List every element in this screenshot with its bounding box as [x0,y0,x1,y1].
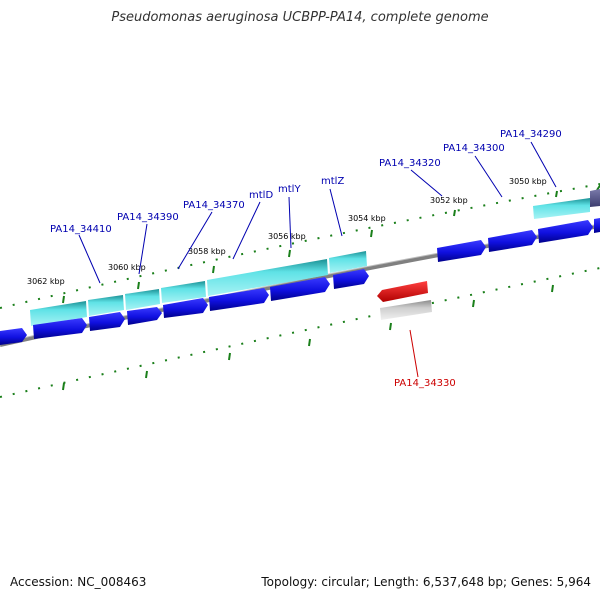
pseudo-feature[interactable] [380,300,432,320]
scale-label-3060: 3060 kbp [108,263,146,272]
cds-feature-segment[interactable] [533,198,590,219]
cds-feature-row[interactable] [30,189,600,326]
cds-feature-segment[interactable] [30,301,87,326]
gene-label-PA14-34390[interactable]: PA14_34390 [117,212,179,223]
label-leaders [78,141,557,378]
gene-label-PA14-34290[interactable]: PA14_34290 [500,129,562,140]
gene-arrow[interactable] [127,307,162,325]
scale-label-3054: 3054 kbp [348,214,386,223]
adjacent-feature[interactable] [590,189,600,207]
gene-arrow-highlighted[interactable] [377,281,428,302]
lower-scale-ticks [0,267,600,398]
gene-label-PA14-34370[interactable]: PA14_34370 [183,200,245,211]
scale-label-3052: 3052 kbp [430,196,468,205]
gene-label-PA14-34330[interactable]: PA14_34330 [394,378,456,389]
gene-arrow[interactable] [488,230,537,252]
gene-arrow[interactable] [89,312,125,331]
scale-label-3058: 3058 kbp [188,247,226,256]
cds-feature-segment[interactable] [207,259,328,296]
gene-label-mtlD[interactable]: mtlD [249,190,273,201]
gene-arrow[interactable] [209,288,269,311]
gene-arrow[interactable] [0,328,27,345]
gene-arrow[interactable] [270,277,330,301]
gene-label-PA14-34300[interactable]: PA14_34300 [443,143,505,154]
gene-label-PA14-34410[interactable]: PA14_34410 [50,224,112,235]
gene-arrow[interactable] [33,318,87,339]
scale-label-3062: 3062 kbp [27,277,65,286]
gene-label-PA14-34320[interactable]: PA14_34320 [379,158,441,169]
reverse-genes[interactable] [377,281,432,320]
scale-label-3050: 3050 kbp [509,177,547,186]
cds-feature-segment[interactable] [161,281,206,303]
map-title: Pseudomonas aeruginosa UCBPP-PA14, compl… [111,10,489,25]
gene-label-mtlZ[interactable]: mtlZ [321,176,344,187]
forward-genes[interactable] [0,218,600,345]
gene-arrow[interactable] [594,218,600,233]
cds-feature-segment[interactable] [329,251,367,273]
gene-label-mtlY[interactable]: mtlY [278,184,301,195]
genome-summary: Topology: circular; Length: 6,537,648 bp… [261,575,591,589]
gene-arrow[interactable] [538,220,593,243]
scale-label-3056: 3056 kbp [268,232,306,241]
gene-arrow[interactable] [163,298,208,318]
cds-feature-segment[interactable] [88,295,124,316]
accession-label: Accession: NC_008463 [10,575,147,589]
cds-feature-segment[interactable] [125,289,160,310]
upper-scale-ticks [0,183,600,309]
gene-arrow[interactable] [437,240,486,262]
gene-arrow[interactable] [333,269,369,289]
